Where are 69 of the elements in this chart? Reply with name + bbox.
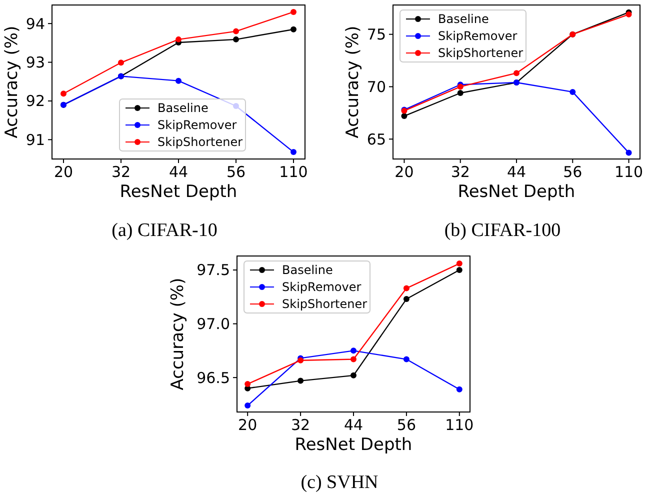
point: [403, 296, 410, 302]
point: [570, 88, 576, 95]
legend-label: SkipRemover: [438, 29, 518, 44]
x-axis-title: ResNet Depth: [294, 435, 412, 455]
point: [456, 386, 462, 392]
legend-label: SkipRemover: [158, 118, 237, 132]
point: [290, 8, 296, 15]
x-tick-label: 56: [563, 163, 582, 181]
y-tick-label: 93: [26, 54, 45, 72]
point: [233, 36, 239, 42]
y-tick-label: 97.0: [196, 315, 230, 334]
x-tick-label: 44: [344, 416, 364, 434]
legend-label: SkipShortener: [282, 297, 368, 312]
point: [514, 70, 520, 76]
x-tick-label: 20: [238, 416, 258, 434]
point: [176, 36, 182, 42]
x-tick-label: 44: [168, 163, 188, 181]
legend-label: Baseline: [282, 263, 333, 278]
point: [401, 113, 408, 120]
y-axis-title: Accuracy (%): [2, 26, 22, 138]
point: [403, 285, 410, 292]
y-tick-label: 96.5: [196, 368, 230, 387]
y-tick-label: 91: [26, 130, 45, 149]
point: [456, 266, 462, 273]
point: [60, 90, 66, 97]
point: [176, 78, 182, 84]
legend-label: Baseline: [438, 12, 489, 26]
legend-label: Baseline: [158, 101, 208, 116]
y-axis-title: Accuracy (%): [343, 26, 363, 138]
point: [244, 381, 251, 388]
x-tick-label: 32: [291, 416, 310, 434]
x-tick-label: 32: [450, 163, 470, 181]
point: [298, 378, 304, 384]
text: (c) SVHN: [300, 472, 379, 493]
point: [118, 60, 124, 66]
legend-label: SkipRemover: [282, 280, 362, 294]
point: [233, 28, 239, 34]
legend-label: SkipShortener: [158, 135, 243, 150]
point: [457, 90, 464, 96]
point: [403, 356, 410, 362]
point: [290, 149, 296, 156]
x-axis-title: ResNet Depth: [458, 182, 576, 202]
point: [350, 372, 356, 378]
legend-label: SkipShortener: [438, 46, 524, 60]
point: [350, 348, 356, 354]
x-tick-label: 110: [614, 163, 644, 181]
text: (b) CIFAR-100: [444, 220, 561, 241]
text: (a) CIFAR-10: [112, 220, 218, 241]
x-tick-label: 32: [111, 163, 131, 181]
x-tick-label: 20: [54, 163, 74, 181]
point: [290, 26, 296, 32]
y-axis-title: Accuracy (%): [168, 278, 188, 390]
x-tick-label: 20: [394, 163, 414, 181]
x-tick-label: 56: [396, 416, 416, 434]
y-tick-label: 65: [366, 130, 386, 148]
y-tick-label: 75: [366, 26, 386, 44]
x-tick-label: 110: [445, 416, 474, 434]
x-tick-label: 56: [226, 163, 246, 181]
y-tick-label: 94: [26, 14, 45, 33]
x-axis-title: ResNet Depth: [120, 182, 238, 202]
x-tick-label: 44: [506, 163, 526, 181]
y-tick-label: 70: [366, 78, 386, 96]
point: [456, 260, 462, 267]
y-tick-label: 97.5: [196, 261, 230, 280]
point: [626, 150, 632, 156]
y-tick-label: 92: [26, 92, 45, 110]
point: [244, 402, 251, 409]
point: [350, 356, 356, 362]
x-tick-label: 110: [279, 163, 308, 181]
